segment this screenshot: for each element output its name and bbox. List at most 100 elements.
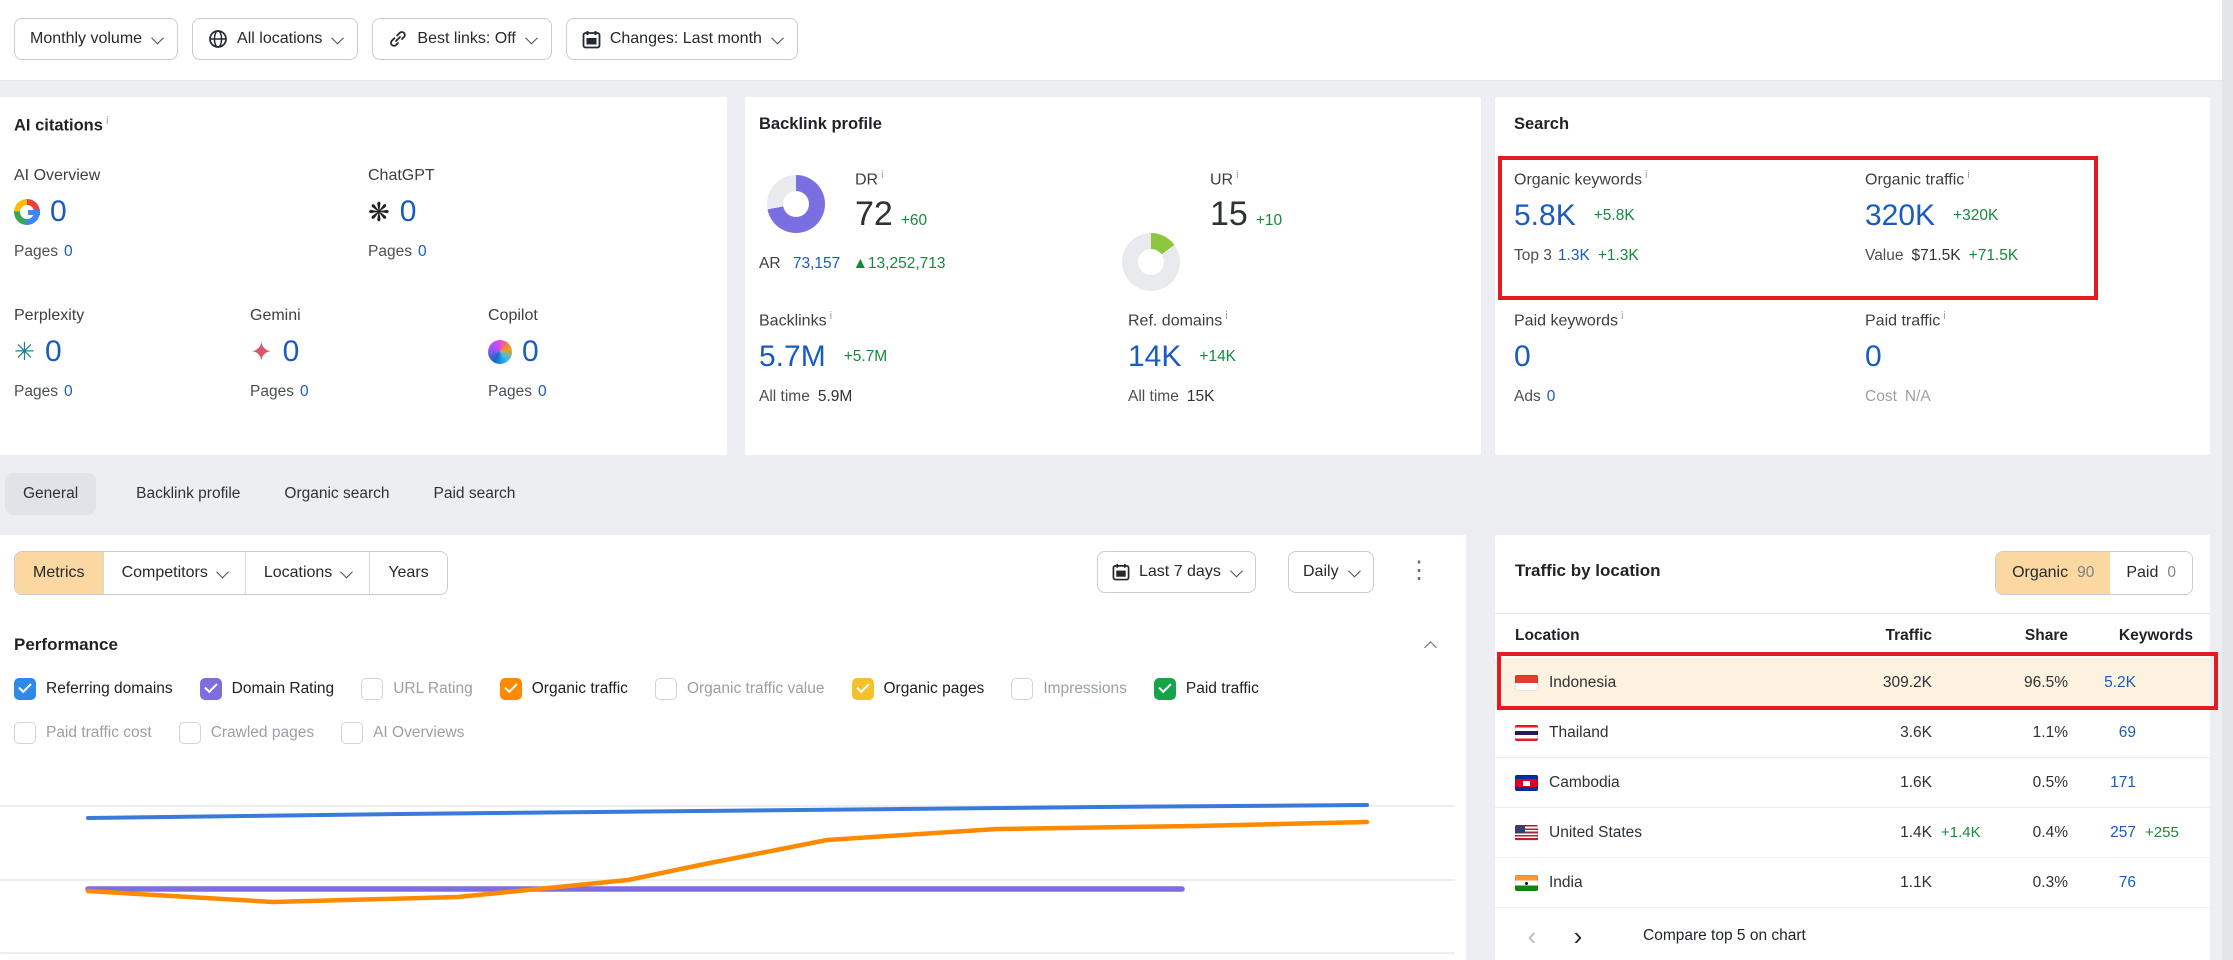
keywords-link[interactable]: 5.2K bbox=[2104, 673, 2136, 691]
chart-line-organic-traffic[interactable] bbox=[85, 819, 1370, 905]
metric-value-link[interactable]: 0 bbox=[50, 195, 67, 228]
google-icon bbox=[14, 199, 40, 225]
organic-keywords-label: Organic keywords bbox=[1514, 171, 1643, 189]
keywords-link[interactable]: 76 bbox=[2118, 873, 2136, 891]
checkbox[interactable] bbox=[1153, 678, 1176, 700]
compare-top5-label[interactable]: Compare top 5 on chart bbox=[1643, 927, 1806, 944]
metric-value-link[interactable]: 0 bbox=[522, 335, 539, 368]
checkbox-paid-traffic[interactable]: Paid traffic bbox=[1153, 678, 1259, 700]
metric-value-link[interactable]: 0 bbox=[44, 335, 62, 368]
pages-value-link[interactable]: 0 bbox=[63, 243, 73, 260]
top3-value-link[interactable]: 1.3K bbox=[1557, 247, 1590, 265]
checkbox-url-rating[interactable]: URL Rating bbox=[361, 678, 473, 700]
changes-dropdown[interactable]: Changes: Last month bbox=[565, 18, 798, 60]
info-icon[interactable] bbox=[1225, 310, 1227, 322]
top-filter-bar: Monthly volume All locations Best links:… bbox=[0, 0, 2222, 81]
info-icon[interactable] bbox=[881, 169, 883, 181]
traffic-by-location-title: Traffic by location bbox=[1515, 561, 1661, 580]
toggle-paid[interactable]: Paid 0 bbox=[2110, 552, 2192, 594]
checkbox-domain-rating[interactable]: Domain Rating bbox=[199, 678, 334, 700]
dr-value: 72 bbox=[855, 195, 893, 234]
backlinks-value-link[interactable]: 5.7M bbox=[759, 340, 826, 374]
pages-value-link[interactable]: 0 bbox=[63, 383, 73, 400]
ads-value-link[interactable]: 0 bbox=[1546, 388, 1556, 406]
checkbox-referring-domains[interactable]: Referring domains bbox=[14, 678, 173, 700]
keywords-link[interactable]: 171 bbox=[2110, 773, 2136, 791]
granularity-dropdown[interactable]: Daily bbox=[1288, 551, 1374, 593]
table-row-united-states[interactable]: United States 1.4K +1.4K 0.4% 257 +255 bbox=[1495, 808, 2210, 858]
info-icon[interactable] bbox=[1943, 310, 1945, 322]
checkbox[interactable] bbox=[199, 678, 222, 700]
paid-traffic-value-link[interactable]: 0 bbox=[1865, 340, 1882, 374]
pager-next-icon[interactable] bbox=[1555, 923, 1601, 949]
india-flag bbox=[1515, 874, 1538, 891]
keywords-link[interactable]: 257 bbox=[2110, 823, 2136, 841]
table-row-cambodia[interactable]: Cambodia 1.6K 0.5% 171 bbox=[1495, 758, 2210, 808]
info-icon[interactable] bbox=[1621, 310, 1623, 322]
checkbox[interactable] bbox=[1011, 678, 1034, 700]
traffic-value: 1.4K bbox=[1900, 823, 1932, 841]
all-locations-dropdown[interactable]: All locations bbox=[192, 18, 359, 60]
info-icon[interactable] bbox=[1967, 169, 1969, 181]
tab-backlink-profile[interactable]: Backlink profile bbox=[136, 485, 241, 502]
pager-prev-icon[interactable] bbox=[1509, 923, 1555, 949]
keywords-link[interactable]: 69 bbox=[2118, 723, 2136, 741]
checkbox-crawled-pages[interactable]: Crawled pages bbox=[178, 722, 314, 744]
checkbox[interactable] bbox=[361, 678, 384, 700]
kebab-menu-icon[interactable]: ⋮ bbox=[1407, 557, 1431, 584]
info-icon[interactable] bbox=[106, 115, 108, 127]
tab-general[interactable]: General bbox=[5, 473, 97, 515]
traffic-value: 1.6K bbox=[1900, 773, 1932, 791]
segment-competitors[interactable]: Competitors bbox=[103, 552, 246, 594]
checkbox[interactable] bbox=[654, 678, 677, 700]
info-icon[interactable] bbox=[1645, 169, 1647, 181]
best-links-dropdown[interactable]: Best links: Off bbox=[372, 18, 552, 60]
segment-years[interactable]: Years bbox=[370, 552, 447, 594]
chart-mode-segmented-control: Metrics Competitors Locations Years bbox=[14, 551, 448, 595]
ar-value-link[interactable]: 73,157 bbox=[792, 255, 841, 272]
checkbox-paid-traffic-cost[interactable]: Paid traffic cost bbox=[14, 722, 152, 744]
checkbox-impressions[interactable]: Impressions bbox=[1011, 678, 1127, 700]
checkbox-organic-traffic[interactable]: Organic traffic bbox=[499, 678, 628, 700]
table-row-indonesia[interactable]: Indonesia 309.2K 96.5% 5.2K bbox=[1495, 658, 2210, 708]
pages-value-link[interactable]: 0 bbox=[537, 383, 547, 400]
alltime-label: All time bbox=[1128, 388, 1179, 406]
checkbox[interactable] bbox=[341, 722, 364, 744]
checkbox[interactable] bbox=[14, 678, 36, 700]
monthly-volume-dropdown[interactable]: Monthly volume bbox=[14, 18, 179, 60]
table-row-thailand[interactable]: Thailand 3.6K 1.1% 69 bbox=[1495, 708, 2210, 758]
date-range-dropdown[interactable]: Last 7 days bbox=[1097, 551, 1256, 593]
copilot-icon bbox=[488, 340, 512, 364]
metric-value-link[interactable]: 0 bbox=[282, 335, 300, 368]
checkbox[interactable] bbox=[851, 678, 874, 700]
performance-panel: Metrics Competitors Locations Years Last… bbox=[0, 535, 1466, 960]
checkbox[interactable] bbox=[499, 678, 522, 700]
ai-citations-title: AI citations bbox=[14, 115, 108, 136]
tab-organic-search[interactable]: Organic search bbox=[284, 485, 390, 502]
checkbox[interactable] bbox=[178, 722, 201, 744]
share-value: 1.1% bbox=[2032, 723, 2068, 741]
metric-value-link[interactable]: 0 bbox=[399, 195, 417, 228]
collapse-chevron-up-icon[interactable] bbox=[1424, 641, 1437, 654]
info-icon[interactable] bbox=[1236, 169, 1238, 181]
organic-keywords-value-link[interactable]: 5.8K bbox=[1514, 199, 1576, 233]
chevron-down-icon bbox=[1347, 564, 1361, 577]
tab-paid-search[interactable]: Paid search bbox=[433, 485, 516, 502]
organic-traffic-value-link[interactable]: 320K bbox=[1865, 199, 1936, 233]
segment-locations[interactable]: Locations bbox=[245, 552, 371, 594]
info-icon[interactable] bbox=[830, 310, 832, 322]
segment-metrics[interactable]: Metrics bbox=[15, 552, 104, 594]
checkbox-ai-overviews[interactable]: AI Overviews bbox=[341, 722, 464, 744]
table-row-india[interactable]: India 1.1K 0.3% 76 bbox=[1495, 858, 2210, 908]
paid-keywords-value-link[interactable]: 0 bbox=[1514, 340, 1531, 374]
checkbox-organic-traffic-value[interactable]: Organic traffic value bbox=[654, 678, 825, 700]
chart-line-referring-domains[interactable] bbox=[86, 803, 1369, 820]
toggle-organic[interactable]: Organic 90 bbox=[1996, 552, 2111, 594]
checkbox[interactable] bbox=[14, 722, 36, 744]
checkbox-organic-pages[interactable]: Organic pages bbox=[851, 678, 984, 700]
pages-value-link[interactable]: 0 bbox=[417, 243, 427, 260]
vertical-scrollbar[interactable] bbox=[2222, 0, 2233, 960]
pages-value-link[interactable]: 0 bbox=[299, 383, 309, 400]
ref-domains-value-link[interactable]: 14K bbox=[1128, 340, 1182, 374]
metric-checkbox-row-1: Referring domains Domain Rating URL Rati… bbox=[14, 678, 1259, 700]
